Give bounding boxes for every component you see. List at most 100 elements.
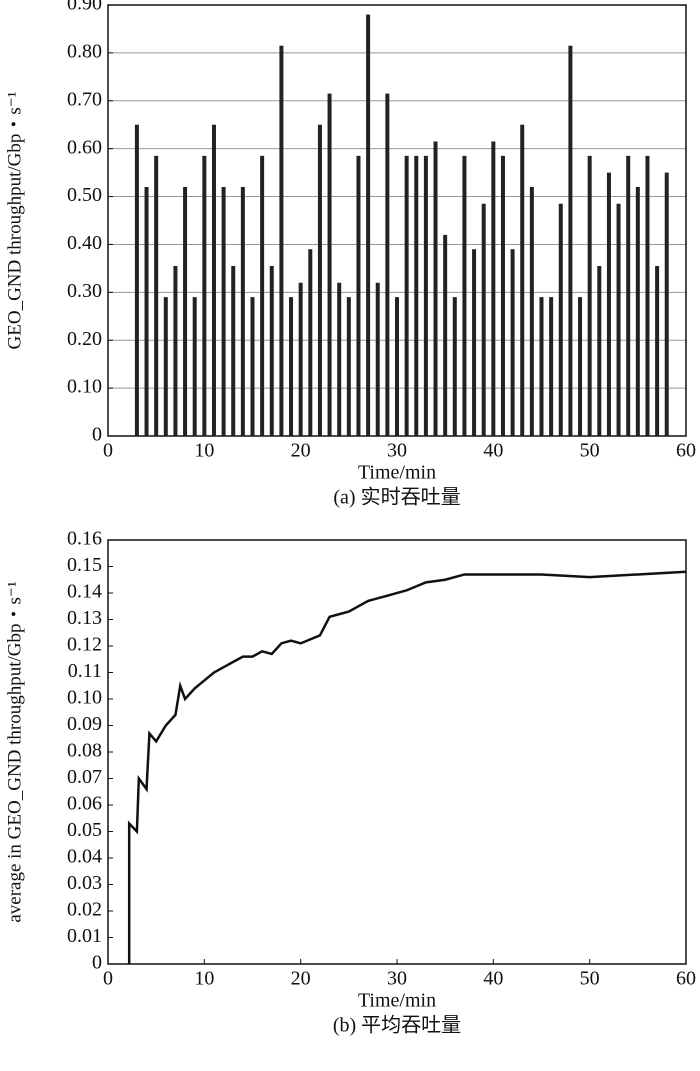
x-tick-label: 0 (103, 440, 113, 462)
y-tick-label: 0.04 (67, 846, 102, 868)
y-tick-label: 0.13 (67, 607, 102, 629)
bar (327, 93, 332, 436)
bar (308, 249, 313, 436)
bar (279, 45, 284, 436)
caption: (b) 平均吞吐量 (333, 1014, 461, 1037)
y-tick-label: 0.08 (67, 740, 102, 762)
bar (366, 14, 371, 436)
bar (635, 186, 640, 436)
bar (539, 297, 544, 436)
x-tick-label: 50 (580, 440, 600, 462)
y-tick-label: 0.15 (67, 554, 102, 576)
bar (587, 155, 592, 436)
bar (655, 265, 660, 436)
x-tick-label: 30 (387, 440, 407, 462)
bar (481, 203, 486, 436)
bar (645, 155, 650, 436)
bar (597, 265, 602, 436)
y-tick-label: 0.07 (67, 766, 102, 788)
bar (337, 282, 342, 436)
bar (134, 124, 139, 436)
x-tick-label: 60 (676, 968, 696, 990)
x-tick-label: 50 (580, 968, 600, 990)
bar (462, 155, 467, 436)
y-tick-label: 0.05 (67, 819, 102, 841)
x-tick-label: 10 (194, 440, 214, 462)
y-tick-label: 0.03 (67, 872, 102, 894)
bar (240, 186, 245, 436)
y-tick-label: 0.14 (67, 581, 102, 603)
y-tick-label: 0.10 (67, 376, 102, 398)
bar (173, 265, 178, 436)
y-tick-label: 0.20 (67, 328, 102, 350)
bar (510, 249, 515, 436)
bar (260, 155, 265, 436)
bar (558, 203, 563, 436)
bar (568, 45, 573, 436)
x-tick-label: 60 (676, 440, 696, 462)
bar (231, 265, 236, 436)
bar (520, 124, 525, 436)
bar (616, 203, 621, 436)
bar (443, 234, 448, 436)
x-tick-label: 20 (291, 440, 311, 462)
y-axis-label: average in GEO_GND throughput/Gbp・s⁻¹ (4, 581, 25, 923)
bar (356, 155, 361, 436)
bar (385, 93, 390, 436)
y-tick-label: 0.70 (67, 88, 102, 110)
bar (144, 186, 149, 436)
bar (423, 155, 428, 436)
y-axis-label: GEO_GND throughput/Gbp・s⁻¹ (4, 91, 25, 349)
bar (269, 265, 274, 436)
bar (491, 141, 496, 436)
bar (578, 297, 583, 436)
y-tick-label: 0.40 (67, 232, 102, 254)
y-tick-label: 0.80 (67, 40, 102, 62)
y-tick-label: 0.01 (67, 925, 102, 947)
bar (211, 124, 216, 436)
y-tick-label: 0.50 (67, 184, 102, 206)
x-axis-label: Time/min (358, 990, 436, 1012)
bar (529, 186, 534, 436)
bar (221, 186, 226, 436)
y-tick-label: 0.90 (67, 0, 102, 15)
bar (472, 249, 477, 436)
bar (154, 155, 159, 436)
bar (183, 186, 188, 436)
bar (289, 297, 294, 436)
y-tick-label: 0 (92, 424, 102, 446)
x-tick-label: 10 (194, 968, 214, 990)
y-tick-label: 0.11 (68, 660, 102, 682)
bar (346, 297, 351, 436)
y-tick-label: 0.30 (67, 280, 102, 302)
bar (298, 282, 303, 436)
caption: (a) 实时吞吐量 (333, 486, 460, 509)
x-tick-label: 0 (103, 968, 113, 990)
y-tick-label: 0.06 (67, 793, 102, 815)
bar (395, 297, 399, 436)
bar (192, 297, 197, 436)
y-tick-label: 0.16 (67, 528, 102, 550)
bar (433, 141, 438, 436)
y-tick-label: 0.60 (67, 136, 102, 158)
y-tick-label: 0.02 (67, 899, 102, 921)
bar (250, 297, 255, 436)
bar (414, 155, 419, 436)
bar (404, 155, 409, 436)
bar (317, 124, 322, 436)
bar (163, 297, 168, 436)
bar (202, 155, 207, 436)
bar (375, 282, 380, 436)
line (127, 570, 687, 964)
x-tick-label: 40 (483, 440, 503, 462)
y-tick-label: 0 (92, 952, 102, 974)
x-tick-label: 30 (387, 968, 407, 990)
y-tick-label: 0.09 (67, 713, 102, 735)
bar (500, 155, 505, 436)
bar (664, 172, 669, 436)
y-tick-label: 0.12 (67, 634, 102, 656)
plot-frame (107, 539, 687, 965)
x-tick-label: 20 (291, 968, 311, 990)
x-tick-label: 40 (483, 968, 503, 990)
